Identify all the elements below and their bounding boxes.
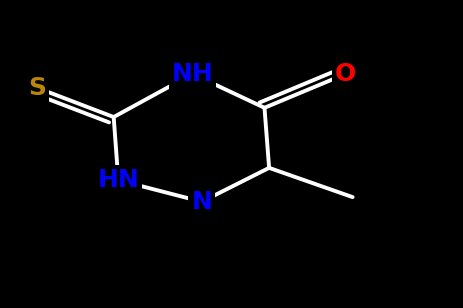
Text: HN: HN xyxy=(97,168,139,192)
Text: S: S xyxy=(28,76,46,100)
Text: O: O xyxy=(334,62,356,86)
Text: NH: NH xyxy=(171,62,213,86)
Text: N: N xyxy=(191,190,212,214)
